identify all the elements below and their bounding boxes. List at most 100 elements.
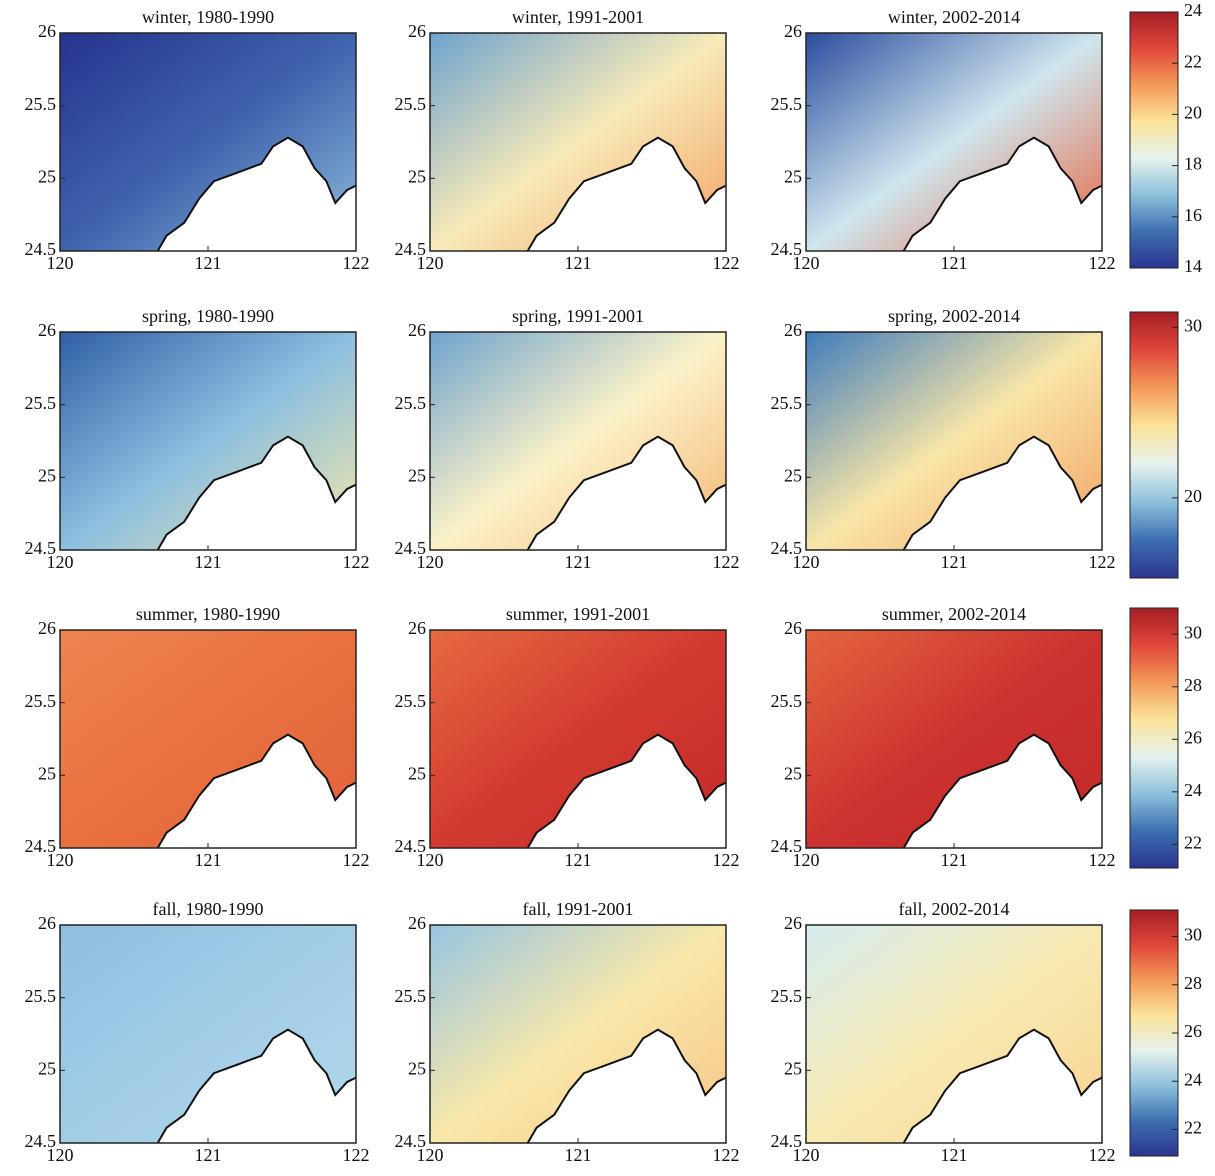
y-tick-label: 26 [408,21,426,41]
colorbar-tick-label: 26 [1184,1021,1202,1041]
y-tick-label: 25 [784,166,802,186]
y-tick-label: 25 [408,465,426,485]
y-tick-label: 24.5 [771,836,803,856]
colorbar-tick-label: 24 [1184,1069,1202,1089]
x-tick-label: 121 [941,552,968,572]
y-tick-label: 25 [784,763,802,783]
colorbar [1129,311,1179,579]
x-tick-label: 121 [565,253,592,273]
x-tick-label: 120 [47,552,74,572]
x-tick-label: 120 [417,1145,444,1165]
y-tick-label: 25.5 [25,986,57,1006]
x-tick-label: 122 [343,253,370,273]
coastline [526,733,727,849]
x-tick-label: 122 [713,1145,740,1165]
colorbar-tick-label: 24 [1184,780,1202,800]
land [903,137,1102,251]
panel-title: spring, 2002-2014 [888,306,1020,326]
y-tick-label: 24.5 [771,239,803,259]
colorbar-tick-label: 14 [1184,256,1202,276]
y-tick-label: 25.5 [771,393,803,413]
y-tick-label: 25 [784,465,802,485]
panel-title: summer, 1980-1990 [136,604,280,624]
x-tick-label: 120 [417,850,444,870]
y-tick-label: 25 [408,763,426,783]
x-tick-label: 121 [195,552,222,572]
colorbar-tick-label: 28 [1184,675,1202,695]
x-tick-label: 121 [195,253,222,273]
x-tick-label: 120 [793,253,820,273]
y-tick-label: 26 [408,320,426,340]
colorbar-tick-label: 18 [1184,154,1202,174]
colorbar-tick-label: 30 [1184,622,1202,642]
y-tick-label: 25.5 [25,393,57,413]
y-tick-label: 24.5 [395,538,427,558]
panel-title: summer, 2002-2014 [882,604,1026,624]
y-tick-label: 26 [784,320,802,340]
panel-title: winter, 1991-2001 [512,7,644,27]
x-tick-label: 120 [417,253,444,273]
x-tick-label: 122 [1089,850,1116,870]
y-tick-label: 25.5 [395,691,427,711]
y-tick-label: 25 [38,166,56,186]
y-tick-label: 25 [408,166,426,186]
colorbar-tick-label: 28 [1184,973,1202,993]
coastline [526,1028,727,1144]
x-tick-label: 120 [47,850,74,870]
land [157,137,356,251]
x-tick-label: 122 [343,552,370,572]
x-tick-label: 122 [713,253,740,273]
x-tick-label: 120 [47,1145,74,1165]
x-tick-label: 120 [793,552,820,572]
colorbar [1129,909,1179,1157]
panel-title: spring, 1991-2001 [512,306,644,326]
y-tick-label: 25.5 [395,94,427,114]
coastline [902,136,1103,252]
y-tick-label: 25.5 [25,94,57,114]
x-tick-label: 122 [713,850,740,870]
y-tick-label: 25 [408,1058,426,1078]
colorbar-tick-label: 24 [1184,0,1202,20]
y-tick-label: 24.5 [25,836,57,856]
colorbar-tick-label: 30 [1184,925,1202,945]
land [157,734,356,848]
land [903,1029,1102,1143]
x-tick-label: 122 [343,1145,370,1165]
colorbar-tick-label: 22 [1184,1118,1202,1138]
x-tick-label: 120 [793,850,820,870]
y-tick-label: 25.5 [771,94,803,114]
x-tick-label: 122 [1089,253,1116,273]
x-tick-label: 121 [941,253,968,273]
y-tick-label: 26 [408,913,426,933]
land [527,436,726,550]
colorbar-tick-label: 26 [1184,727,1202,747]
y-tick-label: 26 [38,320,56,340]
colorbar-tick-label: 16 [1184,205,1202,225]
x-tick-label: 122 [343,850,370,870]
x-tick-label: 121 [941,1145,968,1165]
y-tick-label: 24.5 [395,836,427,856]
coastline [156,733,357,849]
y-tick-label: 24.5 [25,1131,57,1151]
y-tick-label: 25.5 [395,393,427,413]
y-tick-label: 25 [38,465,56,485]
y-tick-label: 25.5 [395,986,427,1006]
coastline [156,1028,357,1144]
x-tick-label: 120 [47,253,74,273]
panel-title: spring, 1980-1990 [142,306,274,326]
panel-title: winter, 2002-2014 [888,7,1020,27]
colorbar-tick-label: 20 [1184,103,1202,123]
y-tick-label: 25 [38,1058,56,1078]
y-tick-label: 24.5 [771,1131,803,1151]
y-tick-label: 25.5 [771,986,803,1006]
coastline [902,1028,1103,1144]
x-tick-label: 120 [417,552,444,572]
colorbar-tick-label: 22 [1184,832,1202,852]
y-tick-label: 26 [38,618,56,638]
land [157,436,356,550]
colorbar [1129,11,1179,269]
y-tick-label: 25 [38,763,56,783]
coastline [902,733,1103,849]
panel-title: fall, 1980-1990 [153,899,264,919]
